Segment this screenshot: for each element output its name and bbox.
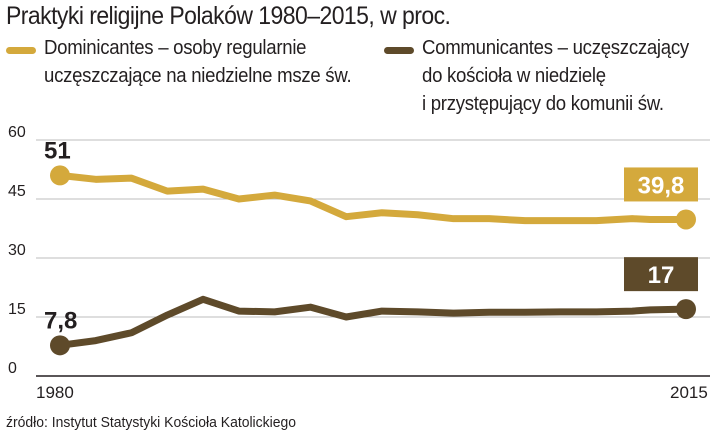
legend-dominicantes-line-1: Dominicantes – osoby regularnie bbox=[44, 37, 307, 59]
end-value-box-communicantes bbox=[624, 257, 698, 292]
start-value-label-communicantes: 7,8 bbox=[44, 307, 77, 334]
series-line-dominicantes bbox=[56, 171, 690, 225]
legend-swatch-dominicantes bbox=[6, 47, 36, 54]
legend-communicantes-line-3: i przystępujący do komunii św. bbox=[422, 93, 664, 115]
start-point-communicantes bbox=[50, 335, 70, 356]
legend-dominicantes-line-2: uczęszczające na niedzielne msze św. bbox=[44, 65, 352, 87]
end-point-dominicantes bbox=[676, 209, 696, 230]
start-value-label-dominicantes: 51 bbox=[44, 137, 71, 164]
legend-communicantes-line-2: do kościoła w niedzielę bbox=[422, 65, 606, 87]
legend-dominicantes: Dominicantes – osoby regularnie uczęszcz… bbox=[6, 34, 376, 94]
start-point-dominicantes bbox=[50, 165, 70, 186]
y-tick-label: 15 bbox=[8, 301, 26, 318]
y-tick-label: 0 bbox=[8, 360, 17, 377]
end-value-label-communicantes: 17 bbox=[648, 262, 675, 289]
x-tick-label: 1980 bbox=[36, 383, 74, 402]
y-tick-label: 30 bbox=[8, 242, 26, 259]
source-note: źródło: Instytut Statystyki Kościoła Kat… bbox=[6, 414, 296, 431]
chart-title: Praktyki religijne Polaków 1980–2015, w … bbox=[6, 2, 451, 30]
y-tick-label: 45 bbox=[8, 183, 26, 200]
legend-communicantes: Communicantes – uczęszczający do kościoł… bbox=[384, 34, 714, 124]
end-value-box-dominicantes bbox=[624, 167, 698, 202]
x-tick-label: 2015 bbox=[670, 383, 708, 402]
end-point-communicantes bbox=[676, 299, 696, 320]
legend-swatch-communicantes bbox=[384, 47, 414, 54]
legend-communicantes-line-1: Communicantes – uczęszczający bbox=[422, 37, 689, 59]
series-line-communicantes bbox=[56, 295, 690, 349]
y-tick-label: 60 bbox=[8, 124, 26, 141]
end-value-label-dominicantes: 39,8 bbox=[638, 172, 685, 199]
